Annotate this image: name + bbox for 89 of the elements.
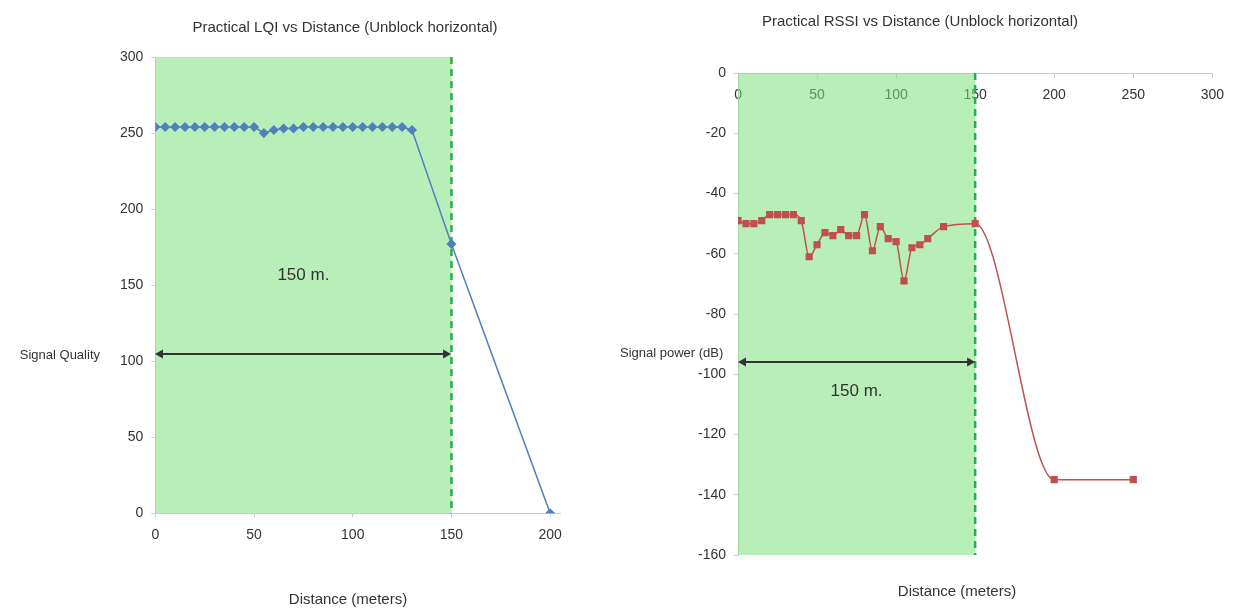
point: [837, 226, 845, 234]
point: [160, 122, 170, 132]
x-tick-label: 100: [341, 526, 365, 543]
point: [821, 229, 829, 237]
point: [318, 122, 328, 132]
point: [1129, 476, 1137, 484]
point: [758, 217, 766, 225]
point: [269, 125, 279, 135]
point: [190, 122, 200, 132]
point: [742, 220, 750, 228]
x-tick-label: 50: [246, 526, 263, 543]
y-tick-label: 200: [120, 199, 144, 216]
point: [219, 122, 230, 132]
chart-title: Practical RSSI vs Distance (Unblock horizontal): [762, 12, 1078, 29]
point: [884, 235, 892, 243]
x-tick-label: 200: [1042, 86, 1067, 103]
y-tick-label: 100: [120, 351, 144, 368]
point: [924, 235, 932, 243]
point: [805, 253, 813, 261]
point: [971, 220, 979, 228]
x-tick-label: 300: [1200, 86, 1225, 103]
y-tick-label: 0: [135, 504, 144, 521]
y-tick-label: -120: [697, 425, 727, 442]
y-tick-label: 150: [120, 275, 144, 292]
y-tick-label: 300: [120, 47, 144, 64]
point: [876, 223, 884, 231]
point: [845, 232, 853, 240]
point: [908, 244, 916, 252]
point: [357, 122, 368, 132]
y-tick-label: 250: [120, 123, 144, 140]
point: [278, 123, 289, 134]
point: [308, 122, 319, 132]
point: [1050, 476, 1058, 484]
y-tick-label: 50: [127, 428, 144, 445]
x-tick-label: 200: [538, 526, 563, 543]
point: [348, 122, 358, 132]
point: [387, 122, 397, 132]
point: [170, 122, 180, 132]
point: [773, 211, 782, 219]
point: [298, 122, 309, 132]
y-axis-title: Signal Quality: [18, 347, 100, 362]
point: [853, 232, 861, 240]
point: [868, 247, 876, 255]
point: [209, 122, 220, 132]
x-axis-title: Distance (meters): [288, 590, 408, 607]
x-tick-label: 0: [151, 526, 160, 543]
point: [407, 125, 417, 135]
point: [239, 122, 249, 132]
y-tick-label: -60: [705, 244, 727, 261]
point: [916, 241, 924, 249]
y-tick-label: 0: [718, 63, 727, 80]
point: [789, 211, 797, 219]
point: [939, 223, 948, 231]
point: [180, 122, 190, 132]
x-tick-label: 50: [809, 86, 826, 103]
x-axis-title: Distance (meters): [897, 582, 1017, 599]
point: [829, 232, 837, 240]
point: [781, 211, 790, 219]
point: [860, 211, 869, 219]
point: [797, 217, 805, 225]
chart-title: Practical LQI vs Distance (Unblock horizontal): [192, 18, 498, 35]
point: [338, 122, 348, 132]
x-tick-label: 250: [1121, 86, 1146, 103]
y-axis-title: Signal power (dB): [620, 345, 724, 360]
x-tick-label: 150: [439, 526, 464, 543]
point: [813, 241, 821, 249]
x-tick-label: 100: [884, 86, 909, 103]
point: [377, 122, 388, 132]
y-tick-label: -40: [705, 184, 727, 201]
point: [229, 122, 240, 132]
annotation: 150 m.: [277, 264, 330, 285]
y-tick-label: -80: [705, 304, 727, 321]
point: [766, 211, 774, 219]
point: [900, 277, 908, 285]
y-tick-label: -140: [697, 485, 727, 502]
point: [750, 220, 758, 228]
annotation: 150 m.: [830, 381, 883, 402]
y-tick-label: -160: [697, 545, 727, 562]
point: [328, 122, 338, 132]
point: [259, 128, 269, 138]
point: [288, 123, 299, 134]
point: [199, 122, 210, 132]
point: [446, 239, 457, 249]
y-tick-label: -100: [697, 365, 727, 382]
point: [249, 122, 259, 132]
point: [367, 122, 378, 132]
y-tick-label: -20: [705, 124, 727, 141]
point: [892, 238, 900, 246]
point: [397, 122, 407, 132]
